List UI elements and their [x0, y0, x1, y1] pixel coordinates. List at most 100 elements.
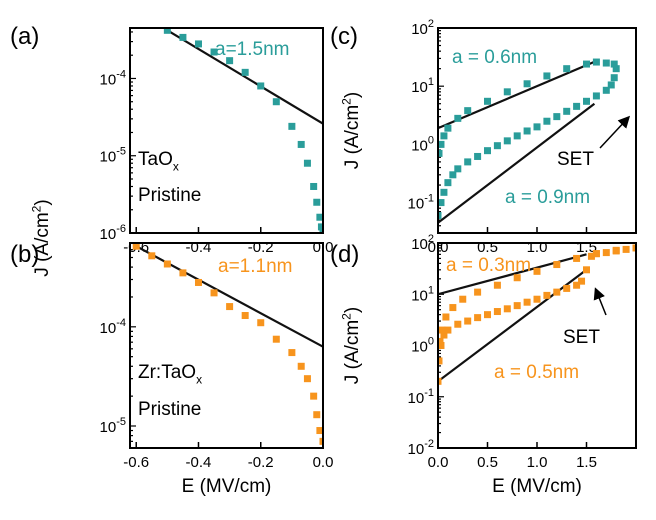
data-point — [484, 311, 491, 319]
data-point — [612, 65, 620, 73]
y-tick-label: 100 — [411, 336, 434, 356]
y-tick-label: 101 — [411, 76, 434, 96]
data-point — [553, 288, 561, 296]
data-point — [464, 107, 472, 115]
data-point — [438, 140, 445, 148]
data-point — [573, 254, 581, 262]
data-point — [316, 427, 323, 435]
data-point — [493, 142, 501, 150]
data-point — [226, 303, 234, 311]
y-tick-label: 10-6 — [100, 223, 126, 243]
fit-line — [438, 253, 587, 296]
data-point — [440, 188, 448, 196]
y-axis-label: J (A/cm2) — [339, 92, 363, 169]
y-tick-label: 10-5 — [100, 146, 126, 166]
data-point — [163, 28, 171, 34]
set-arrow-d — [593, 287, 607, 316]
data-point — [484, 147, 491, 155]
data-point — [454, 165, 462, 173]
data-point — [474, 314, 482, 322]
data-point — [459, 295, 467, 303]
y-tick-label: 10-2 — [408, 438, 434, 458]
x-tick-label: -0.4 — [186, 454, 212, 471]
panel-letter: (a) — [10, 23, 39, 50]
data-point — [474, 152, 482, 160]
data-point — [438, 149, 443, 157]
fit-line — [438, 102, 596, 224]
data-point — [440, 132, 448, 140]
data-point — [503, 88, 511, 96]
annotation: a=1.5nm — [215, 39, 289, 60]
data-point — [523, 127, 531, 135]
x-tick-label: 1.0 — [527, 454, 548, 471]
data-point — [288, 122, 296, 130]
data-point — [464, 317, 472, 325]
y-tick-label: 10-4 — [100, 317, 126, 337]
annotation: Pristine — [138, 399, 201, 420]
data-point — [563, 65, 571, 73]
data-point — [592, 58, 600, 66]
data-point — [553, 113, 561, 121]
data-point — [438, 326, 446, 334]
data-point — [602, 249, 610, 257]
chart-panel-d: (d) 0.0 0.5 1.0 1.5 10-2 10-1 100 101 102 a = 0.3n… — [330, 233, 637, 497]
data-point — [313, 411, 321, 419]
data-point — [148, 252, 156, 260]
data-point — [310, 182, 318, 190]
fit-line — [166, 29, 323, 125]
panel-letter: (c) — [330, 23, 358, 50]
data-point — [449, 171, 457, 179]
data-point — [303, 159, 311, 167]
x-tick-label: 1.5 — [576, 454, 597, 471]
data-point — [272, 335, 280, 343]
data-point — [449, 304, 457, 312]
annotation: a = 0.3nm — [446, 255, 531, 276]
data-point — [440, 331, 448, 339]
x-tick-label: -0.6 — [123, 454, 149, 471]
data-point — [578, 277, 586, 285]
chart-panel-b: (b) -0.6 -0.4 -0.2 0.0 10-5 10-4 a=1.1nm Zr:TaOx… — [10, 241, 333, 497]
panel-letter: (d) — [330, 241, 359, 268]
data-point — [602, 59, 610, 67]
annotation: a = 0.6nm — [452, 47, 537, 68]
data-point — [444, 179, 452, 187]
fit-line — [438, 59, 599, 130]
data-point — [454, 320, 462, 328]
plot-frame — [437, 242, 637, 449]
data-point — [503, 137, 511, 145]
y-tick-label: 10-5 — [100, 416, 126, 436]
data-point — [592, 92, 600, 100]
data-point — [444, 326, 452, 334]
data-point — [438, 199, 445, 207]
data-point — [319, 437, 323, 445]
x-axis-label: E (MV/cm) — [182, 476, 272, 497]
data-point — [241, 312, 249, 320]
data-point — [533, 123, 541, 131]
y-tick-label: 102 — [411, 18, 434, 38]
y-tick-label: 102 — [411, 233, 434, 253]
data-point — [474, 288, 482, 296]
data-point — [543, 291, 551, 299]
x-tick-label: 1.0 — [527, 239, 548, 256]
data-point — [226, 57, 234, 65]
data-point — [297, 362, 305, 370]
fit-line — [438, 268, 588, 383]
annotation: a = 0.9nm — [505, 187, 590, 208]
y-tick-label: 10-1 — [408, 387, 434, 407]
data-point — [464, 158, 472, 166]
data-point — [310, 392, 318, 400]
x-tick-label: 0.0 — [313, 454, 334, 471]
data-point — [179, 33, 187, 41]
set-label: SET — [557, 149, 594, 170]
data-point — [179, 269, 187, 277]
data-point — [513, 274, 521, 282]
data-point — [602, 86, 610, 94]
data-point — [313, 198, 321, 206]
data-point — [533, 267, 541, 275]
data-point — [563, 107, 571, 115]
data-point — [553, 261, 561, 269]
data-point — [163, 260, 171, 268]
data-point — [573, 281, 581, 289]
left-y-axis-label: J (A/cm2) — [29, 199, 53, 276]
data-point — [438, 357, 443, 365]
